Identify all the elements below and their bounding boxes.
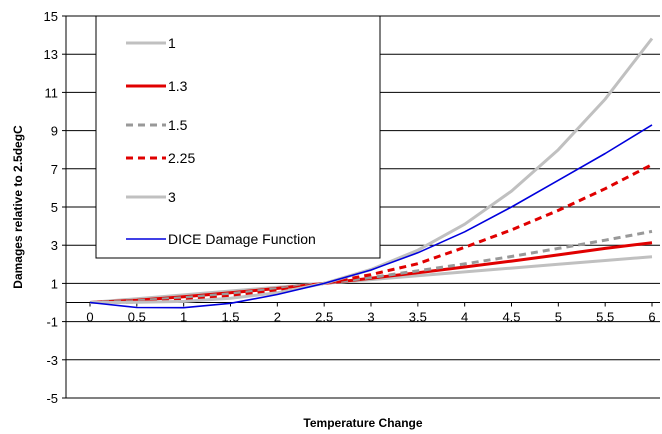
legend-label: 1.3 [168,78,188,94]
x-tick-label: 6 [648,310,655,325]
legend-label: 3 [168,189,176,205]
legend-box [95,15,381,259]
series-lines [89,37,654,309]
y-tick-label: 1 [51,276,58,291]
legend: 1 1.3 1.5 2.25 3 DICE Damage Function [95,15,381,259]
y-axis-title: Damages relative to 2.5degC [11,125,25,289]
legend-label: 2.25 [168,150,195,166]
x-tick-label: 4 [461,310,468,325]
legend-label: 1 [168,35,176,51]
series-line-3 [89,163,653,304]
x-tick-label: 4.5 [502,310,520,325]
legend-label: DICE Damage Function [168,231,316,247]
y-tick-label: -1 [46,315,58,330]
x-axis-title: Temperature Change [303,416,422,430]
y-tick-label: 15 [44,9,58,24]
x-tick-label: 1 [180,310,187,325]
x-tick-label: 3 [367,310,374,325]
x-tick-label: 2 [274,310,281,325]
y-tick-label: 5 [51,200,58,215]
y-tick-label: 11 [45,85,59,100]
y-tick-label: 13 [44,47,58,62]
x-tick-label: 1.5 [221,310,239,325]
x-tick-label: 5 [555,310,562,325]
y-tick-label: -5 [46,391,58,406]
y-tick-label: -3 [46,353,58,368]
y-tick-label: 9 [51,124,58,139]
x-tick-label: 3.5 [409,310,427,325]
series-line-2 [89,229,653,304]
y-tick-label: 3 [51,238,58,253]
x-tick-label: 2.5 [315,310,333,325]
x-tick-label: 0 [86,310,93,325]
x-tick-label: 0.5 [128,310,146,325]
y-tick-label: 7 [51,162,58,177]
legend-label: 1.5 [168,117,188,133]
x-tick-label: 5.5 [596,310,614,325]
series-line-5 [89,124,653,309]
